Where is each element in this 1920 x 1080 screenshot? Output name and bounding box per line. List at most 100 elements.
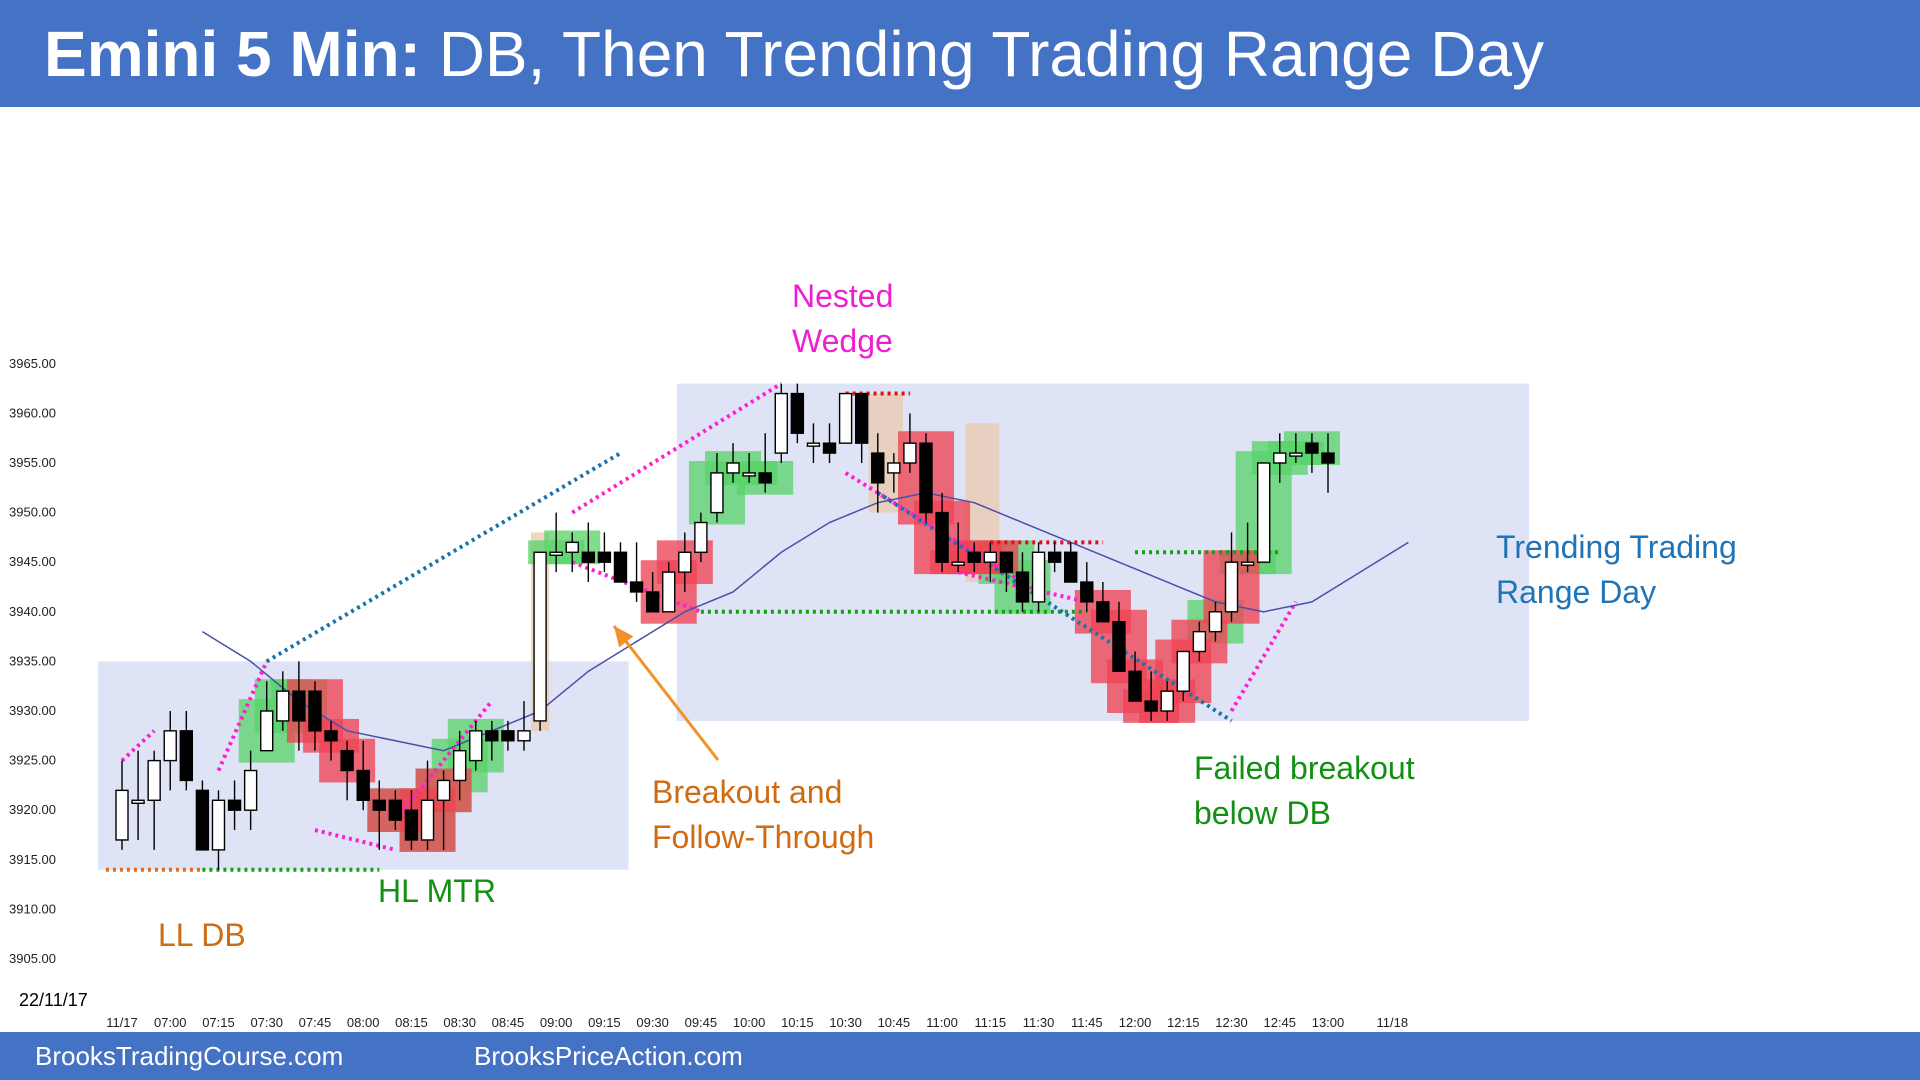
x-tick-label: 12:15 — [1167, 1015, 1200, 1030]
x-tick-label: 08:30 — [443, 1015, 476, 1030]
price-bars — [115, 383, 1335, 870]
bull-bar-body — [806, 442, 821, 447]
title-banner: Emini 5 Min: DB, Then Trending Trading R… — [0, 0, 1920, 107]
price-bar — [967, 542, 981, 573]
price-bar — [404, 790, 419, 850]
x-axis-labels: 11/17 07:00 07:15 07:30 07:45 08:00 08:15 08:30… — [106, 1015, 1408, 1030]
price-bar — [726, 443, 740, 483]
x-tick-label: 10:00 — [733, 1015, 766, 1030]
price-chart: 3905.00 3910.00 3915.00 3920.00 3925.00 3930.… — [9, 356, 1529, 1030]
x-tick-label: 10:30 — [829, 1015, 862, 1030]
x-tick-label: 09:00 — [540, 1015, 573, 1030]
bear-bar-body — [1321, 452, 1335, 464]
date-label: 22/11/17 — [19, 990, 88, 1010]
price-bar — [951, 522, 965, 573]
bear-bar-body — [999, 551, 1014, 573]
y-tick-label: 3925.00 — [9, 753, 56, 768]
price-bar — [645, 572, 660, 613]
price-bar — [452, 730, 467, 801]
price-bar — [1208, 601, 1223, 642]
price-bar — [195, 780, 210, 851]
annotation-failed-breakout: Failed breakout below DB — [1194, 746, 1415, 836]
x-tick-label: 08:15 — [395, 1015, 428, 1030]
annotation-failed-line1: Failed breakout — [1194, 750, 1415, 786]
bull-bar-body — [1256, 462, 1271, 563]
bull-bar-body — [276, 690, 290, 722]
price-bar — [887, 453, 901, 493]
bull-bar-body — [983, 551, 998, 563]
annotation-hl-mtr: HL MTR — [378, 873, 496, 909]
bull-bar-body — [533, 551, 547, 722]
annotation-trtr-line2: Range Day — [1496, 574, 1657, 610]
annotation-breakout-line1: Breakout and — [652, 774, 843, 810]
price-bar — [388, 790, 403, 831]
bear-bar-body — [613, 551, 628, 583]
wedge-line — [120, 729, 156, 763]
footer-link-left[interactable]: BrooksTradingCourse.com — [35, 1041, 344, 1071]
price-bar — [1240, 522, 1255, 573]
x-tick-label: 10:45 — [878, 1015, 911, 1030]
bear-bar-body — [1128, 670, 1142, 702]
price-bar — [629, 542, 644, 602]
annotation-nested-line1: Nested — [792, 278, 894, 314]
price-bar — [260, 681, 274, 752]
price-bar — [1015, 552, 1030, 612]
ema-20-line — [202, 491, 1409, 752]
page-title: Emini 5 Min: DB, Then Trending Trading R… — [44, 14, 1544, 94]
bull-bar-body — [903, 442, 917, 464]
bear-bar-body — [1080, 581, 1094, 603]
bear-bar-body — [1064, 551, 1078, 583]
x-tick-label: 11:00 — [926, 1015, 958, 1030]
price-bar — [115, 760, 129, 850]
price-bar — [292, 661, 306, 751]
price-bar — [1256, 462, 1271, 563]
bull-bar-body — [1160, 690, 1174, 712]
x-tick-label: 08:00 — [347, 1015, 380, 1030]
annotation-failed-line2: below DB — [1194, 795, 1331, 831]
x-tick-label: 11:15 — [975, 1015, 1007, 1030]
x-tick-label: 07:00 — [154, 1015, 187, 1030]
price-bar — [774, 383, 788, 463]
channel-line — [265, 451, 622, 664]
price-bar — [131, 750, 145, 840]
price-bar — [838, 392, 853, 444]
wedge-line — [1229, 600, 1298, 713]
y-tick-label: 3935.00 — [9, 653, 56, 668]
price-bar — [983, 542, 998, 583]
price-bar — [372, 780, 386, 850]
bull-bar-body — [887, 462, 901, 474]
price-bar — [806, 423, 821, 463]
bear-bar-body — [1112, 621, 1126, 673]
price-bar — [340, 740, 354, 801]
price-bar — [485, 720, 499, 761]
price-bar — [147, 750, 161, 850]
x-tick-label: 11:30 — [1023, 1015, 1055, 1030]
x-tick-label: 09:30 — [636, 1015, 669, 1030]
footer-link-right[interactable]: BrooksPriceAction.com — [474, 1041, 743, 1071]
price-bar — [613, 542, 628, 583]
price-bar — [1064, 542, 1078, 583]
bull-bar-body — [211, 799, 226, 851]
x-tick-label: 08:45 — [492, 1015, 525, 1030]
arrow-head — [614, 626, 634, 648]
bear-bar-body — [1144, 700, 1158, 712]
bear-bar-body — [1015, 571, 1030, 603]
price-bar — [678, 532, 692, 592]
bull-bar-body — [420, 799, 435, 841]
bear-bar-body — [822, 442, 837, 454]
ema-line — [202, 491, 1409, 752]
bull-bar-body — [694, 521, 708, 553]
bull-bar-body — [951, 561, 965, 566]
price-bar — [356, 740, 370, 811]
bear-bar-body — [227, 799, 242, 811]
price-bar — [211, 790, 226, 870]
bull-bar-body — [260, 710, 274, 752]
nested-wedge-line — [571, 381, 783, 515]
bull-bar-body — [742, 472, 756, 477]
price-bar — [565, 532, 579, 573]
bull-bar-body — [436, 779, 451, 801]
bear-bar-body — [645, 591, 660, 613]
price-bar — [469, 720, 483, 771]
price-bar — [1047, 542, 1062, 573]
price-bar — [871, 433, 885, 513]
